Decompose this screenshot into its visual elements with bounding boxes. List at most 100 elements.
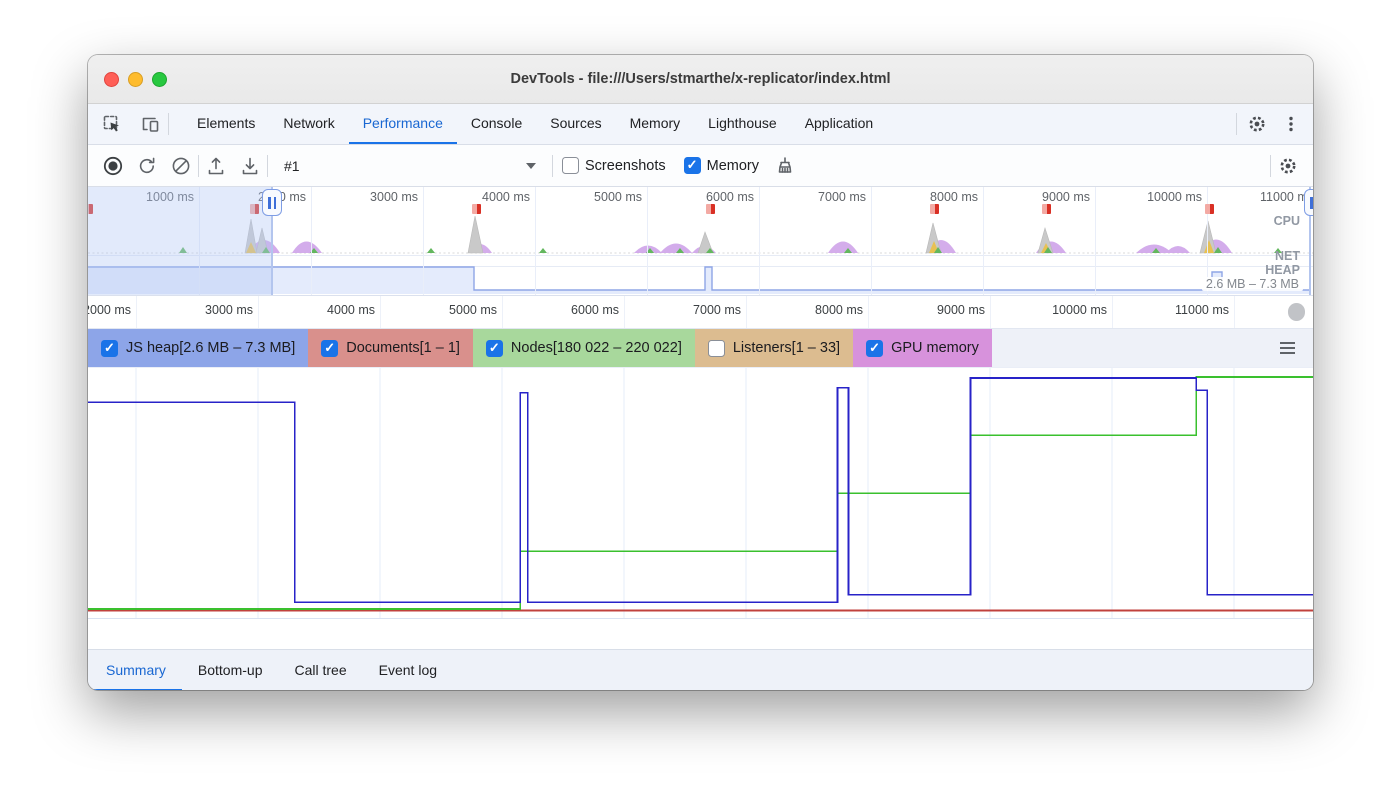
history-dropdown[interactable]: #1: [276, 153, 544, 179]
heap-track-label: HEAP: [1265, 263, 1300, 277]
minimize-window-button[interactable]: [128, 71, 143, 87]
overview-gridline: [647, 187, 648, 295]
capture-settings-gear-icon[interactable]: [1274, 152, 1302, 180]
horizontal-scrollbar-thumb[interactable]: [1288, 303, 1305, 321]
legend-item[interactable]: Nodes[180 022 – 220 022]: [472, 329, 695, 367]
devtools-window: DevTools - file:///Users/stmarthe/x-repl…: [88, 55, 1313, 690]
overview-tick-label: 11000 ms: [1260, 190, 1313, 204]
inspect-element-icon[interactable]: [98, 110, 126, 138]
tab-elements[interactable]: Elements: [197, 115, 256, 131]
overview-tick-label: 10000 ms: [1147, 190, 1202, 204]
load-profile-icon[interactable]: [202, 152, 230, 180]
ruler-tick: [746, 296, 747, 328]
overview-gridline: [535, 187, 536, 295]
overview-gridline: [1095, 187, 1096, 295]
right-selection-handle[interactable]: [1304, 189, 1313, 216]
clear-icon[interactable]: [167, 152, 195, 180]
tab-application[interactable]: Application: [804, 115, 874, 131]
overview-tick-label: 8000 ms: [930, 190, 978, 204]
title-bar: DevTools - file:///Users/stmarthe/x-repl…: [88, 55, 1313, 104]
memory-counters-chart[interactable]: [88, 367, 1313, 618]
overview-gridline: [423, 187, 424, 295]
screenshots-label: Screenshots: [585, 157, 666, 174]
device-toolbar-icon[interactable]: [136, 110, 164, 138]
settings-gear-icon[interactable]: [1243, 110, 1271, 138]
divider: [1236, 113, 1237, 135]
ruler-tick-label: 7000 ms: [693, 303, 741, 317]
legend-menu-icon[interactable]: [1280, 342, 1295, 354]
bottom-tab-summary[interactable]: Summary: [90, 650, 182, 690]
legend-label: Listeners[1 – 33]: [732, 340, 841, 356]
divider: [168, 113, 169, 135]
overview-gridline: [871, 187, 872, 295]
screenshots-checkbox[interactable]: [562, 157, 579, 174]
ruler-tick: [502, 296, 503, 328]
tab-network[interactable]: Network: [283, 115, 335, 131]
legend-checkbox[interactable]: [866, 339, 884, 357]
zoom-window-button[interactable]: [152, 71, 167, 87]
memory-label: Memory: [706, 157, 759, 174]
net-track-bottom-border: [88, 266, 1313, 267]
legend-label: JS heap[2.6 MB – 7.3 MB]: [126, 340, 296, 356]
save-profile-icon[interactable]: [236, 152, 264, 180]
ruler-tick: [136, 296, 137, 328]
reload-and-record-icon[interactable]: [133, 152, 161, 180]
record-button[interactable]: [99, 152, 127, 180]
memory-option[interactable]: Memory: [683, 157, 759, 174]
tab-console[interactable]: Console: [470, 115, 523, 131]
ruler-tick: [624, 296, 625, 328]
ruler-tick: [1234, 296, 1235, 328]
divider: [198, 154, 199, 177]
legend-checkbox[interactable]: [101, 339, 118, 357]
legend-label: Documents[1 – 1]: [346, 340, 460, 356]
timeline-overview[interactable]: 1000 ms 2000 ms 3000 ms 4000 ms 5000 ms 6000 …: [88, 187, 1313, 296]
legend-label: GPU memory: [891, 340, 979, 356]
overview-gridline: [199, 187, 200, 295]
legend-item[interactable]: JS heap[2.6 MB – 7.3 MB]: [88, 329, 309, 367]
tab-bar-right: [1236, 104, 1313, 144]
overview-tick-label: 7000 ms: [818, 190, 866, 204]
chart-bottom-gap: [88, 618, 1313, 649]
ruler-tick: [1112, 296, 1113, 328]
overview-gridline: [311, 187, 312, 295]
tab-sources[interactable]: Sources: [550, 115, 602, 131]
divider: [1270, 154, 1271, 177]
close-window-button[interactable]: [104, 71, 119, 87]
cpu-track-label: CPU: [1273, 214, 1300, 228]
overview-gridline: [983, 187, 984, 295]
bottom-tab-event-log[interactable]: Event log: [378, 661, 438, 678]
overview-tick-label: 1000 ms: [146, 190, 194, 204]
ruler-tick: [868, 296, 869, 328]
left-selection-handle[interactable]: [262, 189, 282, 216]
window-title: DevTools - file:///Users/stmarthe/x-repl…: [510, 71, 891, 87]
left-handle-line: [271, 187, 273, 295]
panel-tabs: Elements Network Performance Console Sources…: [183, 104, 887, 144]
tab-lighthouse[interactable]: Lighthouse: [708, 115, 777, 131]
memory-checkbox[interactable]: [683, 157, 701, 174]
overview-gridline: [759, 187, 760, 295]
legend-item[interactable]: Documents[1 – 1]: [308, 329, 473, 367]
collect-garbage-icon[interactable]: [771, 152, 799, 180]
traffic-lights: [104, 55, 167, 103]
tab-performance[interactable]: Performance: [348, 104, 457, 144]
tab-memory[interactable]: Memory: [629, 115, 681, 131]
legend-checkbox[interactable]: [485, 339, 503, 357]
ruler-tick-label: 4000 ms: [327, 303, 375, 317]
ruler-tick-label: 8000 ms: [815, 303, 863, 317]
bottom-tab-bottom-up[interactable]: Bottom-up: [197, 661, 263, 678]
ruler-tick-label: 6000 ms: [571, 303, 619, 317]
heap-range-label: 2.6 MB – 7.3 MB: [1201, 277, 1303, 291]
legend-item[interactable]: GPU memory: [853, 329, 992, 367]
devtools-tab-bar: Elements Network Performance Console Sources…: [88, 104, 1313, 145]
screenshots-option[interactable]: Screenshots: [562, 157, 666, 174]
performance-toolbar: #1 Screenshots Memory: [88, 145, 1313, 187]
series-js-heap: [88, 377, 1313, 603]
legend-checkbox[interactable]: [707, 339, 725, 357]
bottom-tab-call-tree[interactable]: Call tree: [294, 661, 347, 678]
left-toolbar-icons: [88, 104, 168, 144]
legend-checkbox[interactable]: [321, 339, 339, 357]
more-options-kebab-icon[interactable]: [1277, 110, 1305, 138]
legend-item[interactable]: Listeners[1 – 33]: [694, 329, 854, 367]
overview-tick-label: 4000 ms: [482, 190, 530, 204]
